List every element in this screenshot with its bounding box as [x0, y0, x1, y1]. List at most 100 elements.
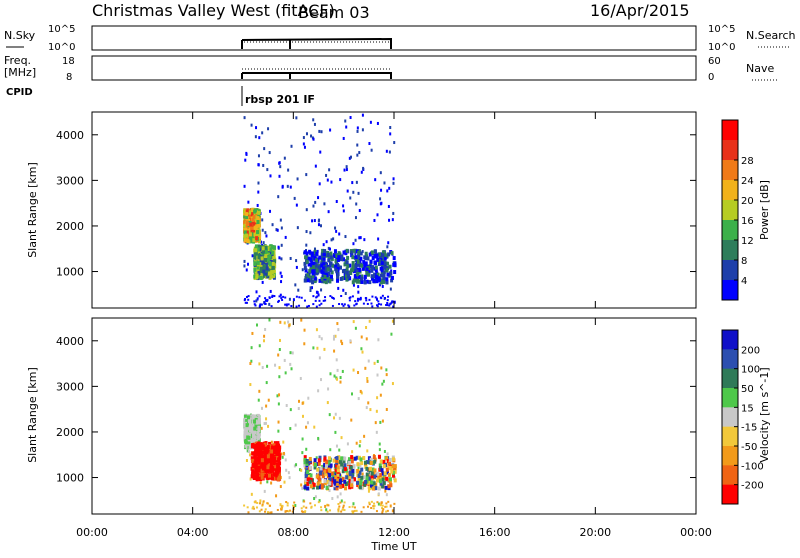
- region-cell: [318, 278, 322, 283]
- ground-scatter-cell: [254, 304, 257, 307]
- scatter-cell: [309, 231, 312, 235]
- scatter-cell: [298, 468, 301, 472]
- scatter-cell: [357, 397, 360, 401]
- region-cell: [306, 470, 310, 475]
- ground-scatter-cell: [385, 304, 388, 307]
- region-cell: [313, 276, 317, 281]
- scatter-cell: [301, 437, 304, 441]
- region-cell: [321, 279, 325, 284]
- ground-scatter-cell: [355, 303, 358, 306]
- region-cell: [250, 231, 254, 236]
- region-cell: [337, 254, 341, 259]
- scatter-cell: [280, 226, 283, 230]
- scatter-cell: [263, 489, 266, 493]
- ground-scatter-cell: [280, 297, 283, 300]
- ground-scatter-cell: [276, 508, 279, 511]
- ground-scatter-cell: [340, 510, 343, 513]
- ground-scatter-cell: [377, 300, 380, 303]
- region-cell: [267, 271, 271, 276]
- scatter-cell: [360, 347, 363, 351]
- scatter-cell: [305, 132, 308, 136]
- scatter-cell: [379, 420, 382, 424]
- scatter-cell: [263, 334, 266, 338]
- region-cell: [251, 451, 255, 456]
- region-cell: [328, 468, 332, 473]
- freq-trace: [241, 72, 392, 79]
- region-cell: [249, 214, 253, 219]
- region-cell: [305, 461, 309, 466]
- region-cell: [346, 465, 350, 470]
- ground-scatter-cell: [266, 502, 269, 505]
- region-cell: [272, 245, 276, 250]
- scatter-cell: [278, 375, 281, 379]
- region-cell: [272, 443, 276, 448]
- region-cell: [273, 441, 277, 446]
- region-cell: [385, 456, 389, 461]
- scatter-cell: [360, 391, 363, 395]
- ground-scatter-cell: [277, 299, 280, 302]
- scatter-cell: [275, 228, 278, 232]
- ground-scatter-cell: [324, 299, 327, 302]
- region-cell: [273, 445, 277, 450]
- scatter-cell: [323, 202, 326, 206]
- scatter-cell: [257, 190, 260, 194]
- ground-scatter-cell: [329, 509, 332, 512]
- region-cell: [256, 247, 260, 252]
- scatter-cell: [356, 143, 359, 147]
- region-cell: [352, 269, 356, 274]
- region-cell: [372, 455, 376, 460]
- region-cell: [363, 274, 367, 279]
- scatter-cell: [388, 150, 391, 154]
- region-cell: [390, 251, 394, 256]
- ytick-label: 3000: [56, 380, 84, 393]
- region-cell: [313, 458, 317, 463]
- scatter-cell: [334, 334, 337, 338]
- scatter-cell: [355, 202, 358, 206]
- region-cell: [362, 475, 366, 480]
- region-cell: [315, 258, 319, 263]
- scatter-cell: [332, 337, 335, 341]
- nsearch-label: N.Search: [746, 29, 796, 42]
- scatter-cell: [305, 425, 308, 429]
- scatter-cell: [340, 499, 343, 503]
- region-cell: [329, 261, 333, 266]
- region-cell: [328, 481, 332, 486]
- region-cell: [321, 474, 325, 479]
- scatter-cell: [328, 413, 331, 417]
- scatter-cell: [354, 216, 357, 220]
- scatter-cell: [257, 398, 260, 402]
- xtick-label: 16:00: [479, 526, 511, 539]
- region-cell: [386, 470, 390, 475]
- region-cell: [260, 475, 264, 480]
- region-cell: [336, 258, 340, 263]
- region-cell: [254, 431, 258, 436]
- scatter-cell: [243, 116, 246, 120]
- region-cell: [355, 249, 359, 254]
- scatter-cell: [251, 331, 254, 335]
- velocity-panel: 1000 2000 3000 4000 Slant Range [km] 200 100…: [26, 317, 771, 515]
- scatter-cell: [286, 184, 289, 188]
- region-cell: [264, 268, 268, 273]
- scatter-cell: [368, 269, 371, 273]
- region-cell: [263, 442, 267, 447]
- scatter-cell: [342, 288, 345, 292]
- region-cell: [246, 222, 250, 227]
- scatter-cell: [250, 492, 253, 496]
- region-cell: [357, 476, 361, 481]
- scatter-cell: [361, 128, 364, 132]
- ground-scatter-cell: [264, 299, 267, 302]
- region-cell: [251, 456, 255, 461]
- region-cell: [365, 271, 369, 276]
- region-cell: [304, 474, 308, 479]
- scatter-cell: [352, 283, 355, 287]
- region-cell: [259, 253, 263, 258]
- region-cell: [343, 467, 347, 472]
- scatter-cell: [249, 361, 252, 365]
- scatter-cell: [328, 247, 331, 251]
- scatter-cell: [348, 156, 351, 160]
- scatter-cell: [363, 277, 366, 281]
- scatter-cell: [376, 359, 379, 363]
- region-cell: [324, 280, 328, 285]
- ground-scatter-cell: [387, 500, 390, 503]
- ground-scatter-cell: [382, 508, 385, 511]
